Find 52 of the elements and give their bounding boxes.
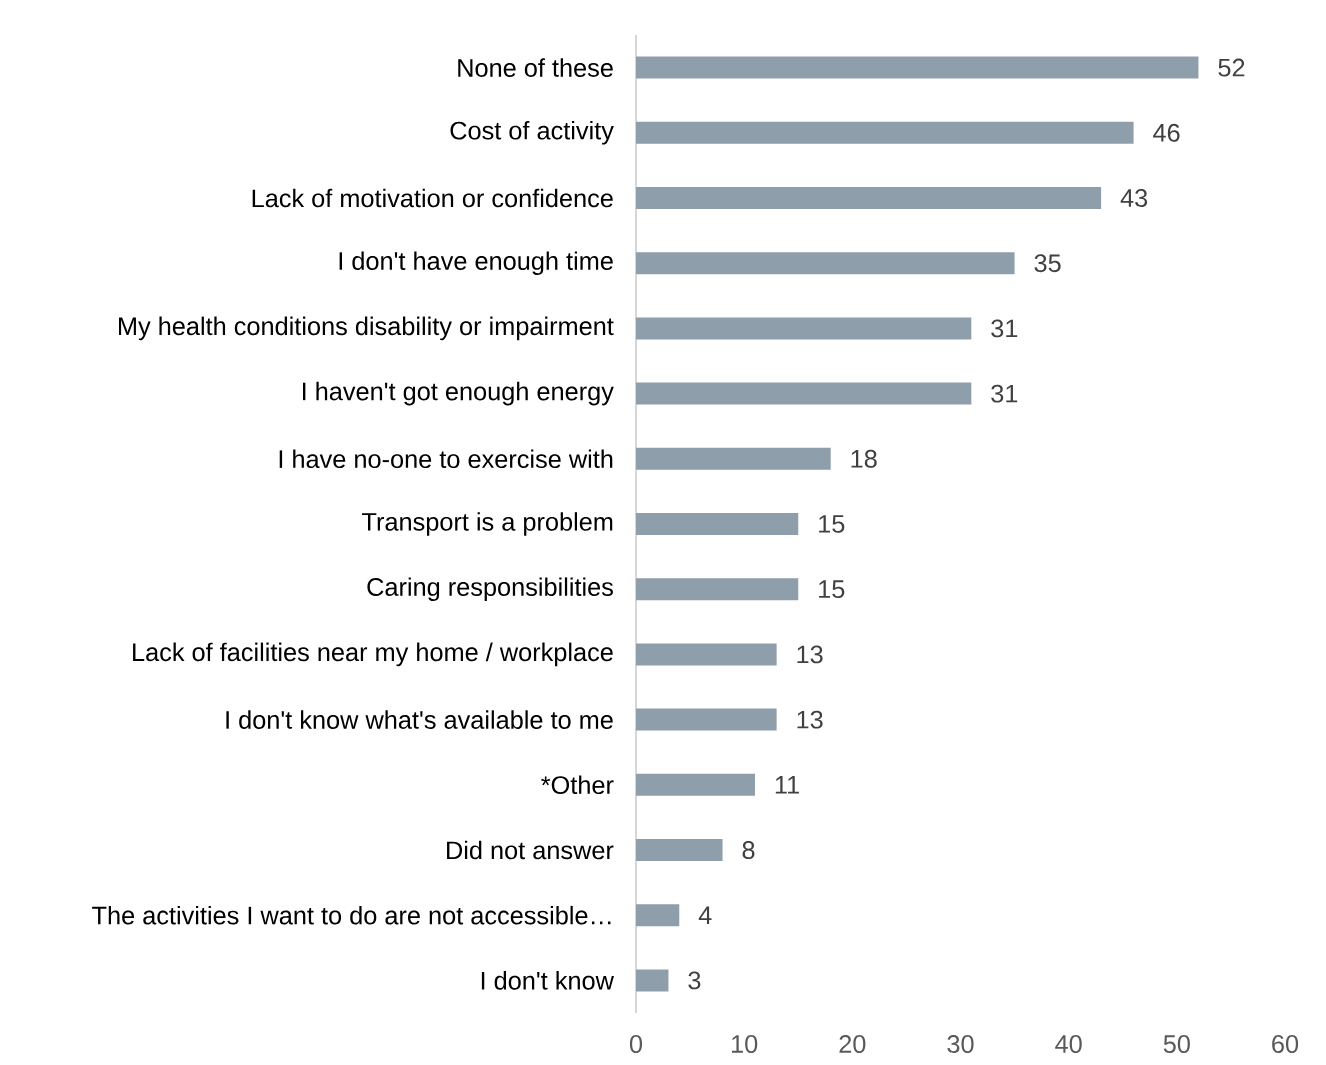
data-label: 3: [688, 971, 701, 990]
x-tick-label: 0: [629, 1035, 643, 1053]
data-label: 15: [819, 515, 845, 533]
data-label: 13: [797, 710, 823, 729]
y-tick-label: Cost of activity: [450, 120, 614, 145]
y-tick-label: *Other: [541, 775, 614, 795]
data-label: 15: [819, 580, 845, 599]
data-label: 31: [991, 319, 1018, 338]
data-label: 13: [797, 645, 823, 664]
bar: [636, 904, 680, 927]
bar: [636, 839, 723, 861]
data-label: 52: [1218, 58, 1245, 77]
bar: [636, 186, 1102, 209]
bar: [636, 252, 1015, 275]
x-tick-label: 40: [1055, 1035, 1082, 1053]
y-tick-label: I don't have enough time: [339, 251, 613, 275]
bar: [636, 513, 799, 535]
y-tick-label: My health conditions disability or impairment: [118, 316, 614, 341]
data-label: 11: [775, 776, 799, 794]
x-tick-label: 60: [1272, 1035, 1299, 1053]
bar: [636, 708, 777, 731]
y-tick-label: I don't know: [481, 971, 614, 990]
y-tick-label: I haven't got enough energy: [302, 381, 614, 406]
data-label: 18: [851, 449, 877, 468]
bar: [636, 121, 1134, 144]
y-tick-label: Did not answer: [447, 840, 614, 860]
bar: [636, 578, 799, 601]
y-tick-label: I have no-one to exercise with: [279, 449, 613, 469]
bar: [636, 773, 755, 796]
data-label: 35: [1034, 254, 1061, 273]
bar: [636, 969, 669, 992]
y-tick-label: Transport is a problem: [362, 512, 613, 536]
bar: [636, 56, 1199, 79]
y-tick-label: Lack of motivation or confidence: [252, 188, 613, 208]
y-tick-label: The activities I want to do are not accessible…: [92, 905, 611, 925]
x-tick-label: 10: [732, 1035, 758, 1053]
bar: [636, 447, 831, 470]
bar: [636, 317, 972, 340]
x-tick-label: 50: [1163, 1035, 1190, 1053]
y-tick-label: Lack of facilities near my home / workplace: [133, 642, 613, 667]
y-tick-label: Caring responsibilities: [367, 577, 613, 601]
y-tick-label: I don't know what's available to me: [226, 710, 613, 729]
bar: [636, 382, 972, 405]
bar: [636, 643, 777, 666]
data-label: 43: [1120, 189, 1148, 207]
x-tick-label: 30: [947, 1035, 974, 1053]
data-label: 8: [742, 841, 755, 859]
data-label: 31: [991, 384, 1018, 403]
y-tick-label: None of these: [458, 58, 613, 77]
data-label: 4: [698, 906, 712, 924]
x-tick-label: 20: [839, 1035, 866, 1053]
data-label: 46: [1153, 123, 1180, 142]
